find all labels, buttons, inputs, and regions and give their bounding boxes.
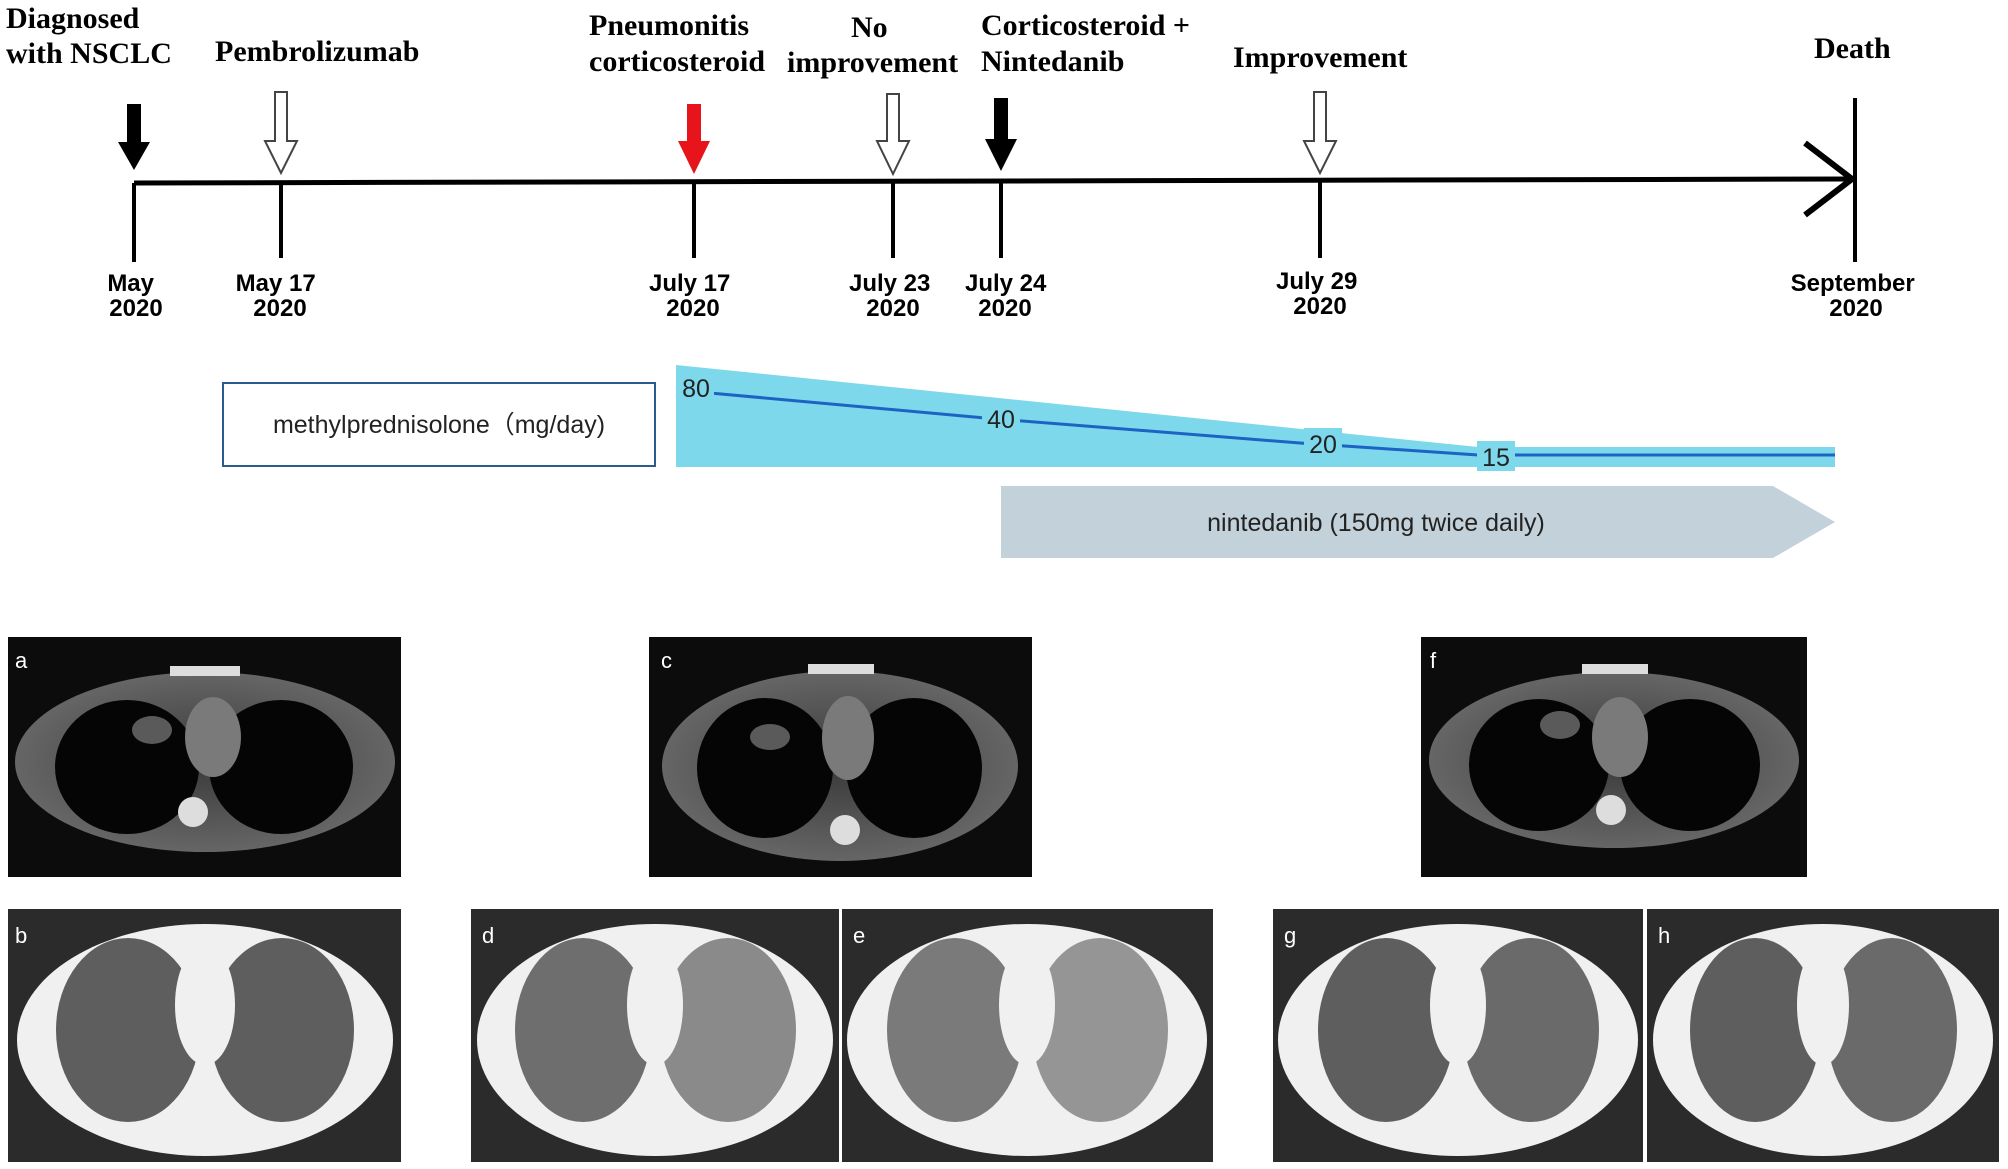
right-lung [887,938,1023,1122]
nintedanib-label: nintedanib (150mg twice daily) [1207,509,1545,537]
black-arrow-icon [985,98,1017,171]
panel-label-c: c [661,648,672,673]
left-lung [1827,938,1957,1122]
left-lung [209,700,353,834]
panel-label-a: a [15,648,28,673]
mediastinum [1430,945,1486,1065]
panel-label-e: e [853,923,865,948]
ct-panel-b: b [8,909,401,1162]
ct-panel-d: d [471,909,839,1162]
panel-label-d: d [482,923,494,948]
panel-label-g: g [1284,923,1296,948]
dose-label-20: 20 [1309,431,1337,459]
dose-label-40: 40 [987,406,1015,434]
vertebra [1596,795,1626,825]
timeline-arrowhead [1803,140,1857,218]
mediastinum [822,696,874,780]
left-lung [846,698,982,838]
left-lung [1463,938,1599,1122]
steroid-dose-line [709,391,1835,457]
dose-label-bg [982,403,1020,434]
event-label-pembrolizumab: Pembrolizumab [215,35,419,68]
left-lung [1032,938,1168,1122]
right-lung [697,698,833,838]
date-label-july-17: July 17 2020 [649,270,737,322]
lesion [1540,711,1580,739]
date-label-july-24: July 24 2020 [965,270,1053,322]
date-label-july-23: July 23 2020 [849,270,937,322]
lesion [132,716,172,744]
ct-panel-f: f [1421,637,1807,877]
event-label-improvement: Improvement [1233,41,1407,74]
ct-panel-a: a [8,637,401,877]
ct-panel-c: c [649,637,1032,877]
black-arrow-icon [118,104,150,170]
dose-label-15: 15 [1482,444,1510,472]
event-label-corticosteroid-nintedanib: Corticosteroid + Nintedanib [981,9,1198,78]
dose-label-bg [678,370,714,402]
left-lung [210,938,354,1122]
left-lung [1620,699,1760,831]
steroid-taper-area [676,365,1835,467]
sternum [808,664,874,674]
sternum [1582,664,1648,674]
nintedanib-arrow-bar [1001,486,1835,558]
date-label-july-29: July 29 2020 [1276,268,1364,320]
event-label-pneumonitis: Pneumonitis corticosteroid [589,9,765,78]
event-label-death: Death [1814,32,1891,65]
timeline: Diagnosed with NSCLC Pembrolizumab Pneum… [6,2,1922,322]
right-lung [515,938,651,1122]
date-label-may-17: May 17 2020 [236,270,323,322]
panel-label-h: h [1658,923,1670,948]
methylprednisolone-label-box [222,382,656,467]
methylprednisolone-label: methylprednisolone（mg/day) [273,411,605,439]
event-label-no-improvement: No improvement [787,11,958,79]
ct-panel-h: h [1647,909,1999,1162]
red-arrow-icon [678,104,710,174]
date-label-september: September 2020 [1791,270,1922,322]
mediastinum [1797,945,1849,1065]
vertebra [830,815,860,845]
lesion [750,724,790,750]
dose-label-bg [1477,441,1515,471]
timeline-axis [133,176,1854,186]
ct-panel-e: e [842,909,1213,1162]
dose-label-bg [1304,428,1342,459]
mediastinum [999,945,1055,1065]
vertebra [178,797,208,827]
mediastinum [185,697,241,777]
panel-label-b: b [15,923,27,948]
right-lung [1318,938,1454,1122]
event-label-diagnosed: Diagnosed with NSCLC [6,2,172,70]
right-lung [55,700,199,834]
right-lung [1690,938,1820,1122]
left-lung [660,938,796,1122]
hollow-arrow-icon [263,91,299,176]
date-label-may: May 2020 [107,270,162,322]
hollow-arrow-icon [875,93,911,177]
mediastinum [175,945,235,1065]
right-lung [1469,699,1609,831]
sternum [170,666,240,676]
right-lung [56,938,200,1122]
hollow-arrow-icon [1302,91,1338,176]
treatment-section: methylprednisolone（mg/day) 80 40 20 15 n… [222,365,1835,558]
ct-panel-g: g [1273,909,1643,1162]
dose-label-80: 80 [682,375,710,403]
mediastinum [1592,697,1648,777]
mediastinum [627,945,683,1065]
panel-label-f: f [1430,648,1437,673]
